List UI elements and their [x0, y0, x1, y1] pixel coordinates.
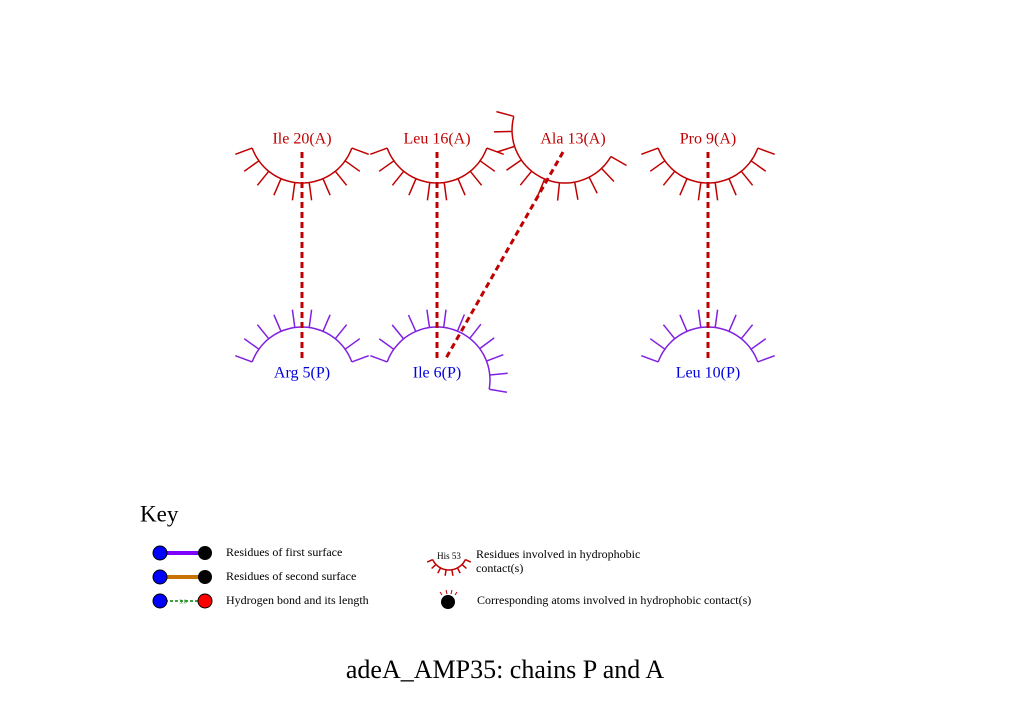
- hydrophobic-arc: [370, 309, 508, 394]
- residue-label: Arg 5(P): [274, 365, 330, 382]
- title: adeA_AMP35: chains P and A: [346, 655, 664, 684]
- residue-label: Ile 20(A): [272, 131, 331, 148]
- key-text: Residues of second surface: [226, 569, 356, 583]
- key-text: Residues involved in hydrophobic contact…: [476, 547, 641, 575]
- residue-label: Leu 10(P): [676, 365, 740, 382]
- key-text: Residues of first surface: [226, 545, 342, 559]
- residue-label: Pro 9(A): [680, 131, 736, 148]
- key-symbols: [152, 545, 472, 609]
- key-length: 3.0: [179, 599, 187, 605]
- key-spokes: [439, 589, 458, 596]
- contact-lines: [300, 151, 710, 362]
- key-atom: [198, 570, 212, 584]
- key-atom: [441, 595, 455, 609]
- hydrophobic-arcs: [235, 110, 775, 394]
- key-text: Corresponding atoms involved in hydropho…: [477, 593, 751, 607]
- key-atom: [197, 593, 213, 609]
- residue-label: Ala 13(A): [540, 131, 605, 148]
- hydrophobic-arc: [426, 558, 472, 576]
- key-atom: [152, 593, 168, 609]
- contact-line: [443, 151, 565, 361]
- key-text-box: Residues involved in hydrophobic contact…: [476, 547, 641, 575]
- key-arc: [426, 558, 472, 576]
- key-sample: His 53: [437, 551, 461, 561]
- key-atom: [152, 569, 168, 585]
- key-text: Hydrogen bond and its length: [226, 593, 369, 607]
- key-title: Key: [140, 501, 179, 526]
- key-atom: [152, 545, 168, 561]
- residue-label: Leu 16(A): [403, 131, 470, 148]
- residue-label: Ile 6(P): [413, 365, 461, 382]
- key-atom: [198, 546, 212, 560]
